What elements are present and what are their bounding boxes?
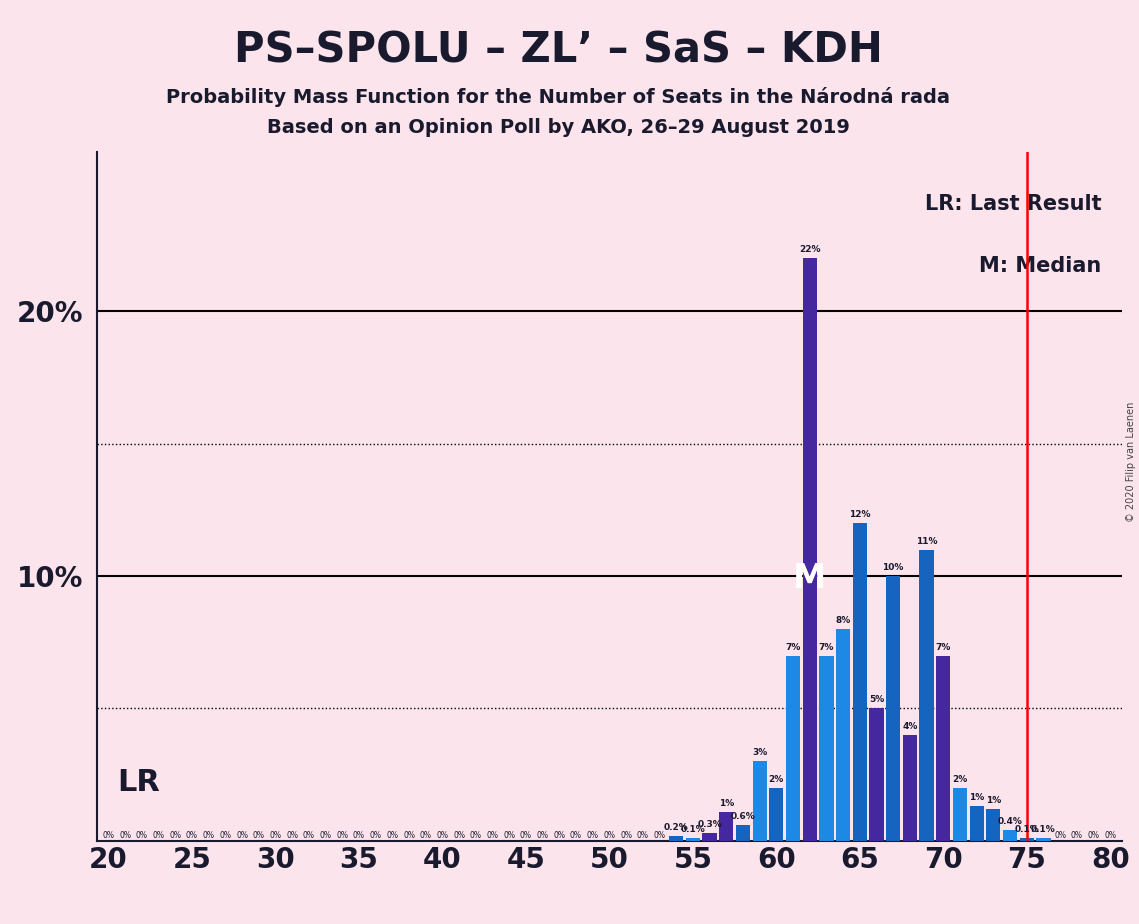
- Bar: [753, 761, 767, 841]
- Bar: [769, 788, 784, 841]
- Text: 0.1%: 0.1%: [1031, 825, 1056, 834]
- Text: 8%: 8%: [836, 616, 851, 625]
- Bar: [953, 788, 967, 841]
- Text: © 2020 Filip van Laenen: © 2020 Filip van Laenen: [1126, 402, 1136, 522]
- Bar: [986, 809, 1000, 841]
- Text: 0%: 0%: [403, 831, 415, 840]
- Text: 0%: 0%: [253, 831, 264, 840]
- Text: 11%: 11%: [916, 537, 937, 546]
- Text: 0.1%: 0.1%: [1015, 825, 1039, 834]
- Text: 0%: 0%: [186, 831, 198, 840]
- Text: 0%: 0%: [370, 831, 382, 840]
- Text: 0%: 0%: [554, 831, 565, 840]
- Text: 0%: 0%: [536, 831, 549, 840]
- Text: 0%: 0%: [270, 831, 281, 840]
- Text: PS–SPOLU – ZLʼ – SaS – KDH: PS–SPOLU – ZLʼ – SaS – KDH: [233, 30, 883, 71]
- Text: M: Median: M: Median: [980, 256, 1101, 275]
- Text: LR: Last Result: LR: Last Result: [925, 194, 1101, 213]
- Text: 0%: 0%: [587, 831, 599, 840]
- Text: 7%: 7%: [785, 642, 801, 651]
- Text: 0%: 0%: [386, 831, 399, 840]
- Text: 0%: 0%: [1104, 831, 1116, 840]
- Text: 0%: 0%: [303, 831, 314, 840]
- Bar: [703, 833, 716, 841]
- Bar: [869, 709, 884, 841]
- Text: Probability Mass Function for the Number of Seats in the Národná rada: Probability Mass Function for the Number…: [166, 87, 950, 107]
- Text: 0%: 0%: [1071, 831, 1083, 840]
- Text: 0%: 0%: [236, 831, 248, 840]
- Text: 0%: 0%: [486, 831, 499, 840]
- Text: 0%: 0%: [120, 831, 131, 840]
- Text: 0%: 0%: [419, 831, 432, 840]
- Text: 7%: 7%: [935, 642, 951, 651]
- Bar: [1003, 831, 1017, 841]
- Text: 0.1%: 0.1%: [680, 825, 705, 834]
- Text: 0%: 0%: [103, 831, 115, 840]
- Text: 0.6%: 0.6%: [730, 812, 755, 821]
- Bar: [886, 576, 900, 841]
- Text: 4%: 4%: [902, 722, 918, 731]
- Text: 0%: 0%: [153, 831, 165, 840]
- Text: 0.4%: 0.4%: [998, 818, 1023, 826]
- Text: 0%: 0%: [136, 831, 148, 840]
- Text: 1%: 1%: [985, 796, 1001, 805]
- Text: 0.3%: 0.3%: [697, 820, 722, 829]
- Bar: [936, 655, 950, 841]
- Bar: [836, 629, 850, 841]
- Text: 0%: 0%: [570, 831, 582, 840]
- Text: Based on an Opinion Poll by AKO, 26–29 August 2019: Based on an Opinion Poll by AKO, 26–29 A…: [267, 118, 850, 138]
- Text: LR: LR: [117, 768, 159, 797]
- Bar: [686, 838, 700, 841]
- Text: M: M: [793, 562, 826, 595]
- Text: 0%: 0%: [637, 831, 649, 840]
- Text: 7%: 7%: [819, 642, 834, 651]
- Text: 1%: 1%: [719, 798, 734, 808]
- Text: 0%: 0%: [1088, 831, 1099, 840]
- Text: 0%: 0%: [336, 831, 349, 840]
- Text: 1%: 1%: [969, 794, 984, 802]
- Text: 0%: 0%: [353, 831, 364, 840]
- Text: 0%: 0%: [620, 831, 632, 840]
- Bar: [853, 523, 867, 841]
- Bar: [669, 835, 683, 841]
- Text: 0%: 0%: [453, 831, 465, 840]
- Bar: [786, 655, 800, 841]
- Text: 0%: 0%: [604, 831, 615, 840]
- Text: 12%: 12%: [849, 510, 870, 519]
- Bar: [736, 825, 749, 841]
- Text: 22%: 22%: [798, 246, 820, 254]
- Text: 0%: 0%: [654, 831, 665, 840]
- Text: 0%: 0%: [1054, 831, 1066, 840]
- Bar: [903, 735, 917, 841]
- Text: 0%: 0%: [286, 831, 298, 840]
- Bar: [719, 811, 734, 841]
- Text: 0%: 0%: [503, 831, 515, 840]
- Text: 0%: 0%: [469, 831, 482, 840]
- Text: 10%: 10%: [883, 563, 904, 572]
- Bar: [969, 807, 984, 841]
- Bar: [803, 259, 817, 841]
- Text: 0.2%: 0.2%: [664, 822, 688, 832]
- Text: 0%: 0%: [519, 831, 532, 840]
- Text: 3%: 3%: [752, 748, 768, 758]
- Text: 2%: 2%: [952, 775, 968, 784]
- Bar: [1036, 838, 1050, 841]
- Bar: [919, 550, 934, 841]
- Text: 5%: 5%: [869, 696, 884, 704]
- Bar: [819, 655, 834, 841]
- Text: 0%: 0%: [320, 831, 331, 840]
- Text: 0%: 0%: [436, 831, 449, 840]
- Text: 0%: 0%: [170, 831, 181, 840]
- Text: 2%: 2%: [769, 775, 784, 784]
- Bar: [1019, 838, 1034, 841]
- Text: 0%: 0%: [203, 831, 214, 840]
- Text: 0%: 0%: [220, 831, 231, 840]
